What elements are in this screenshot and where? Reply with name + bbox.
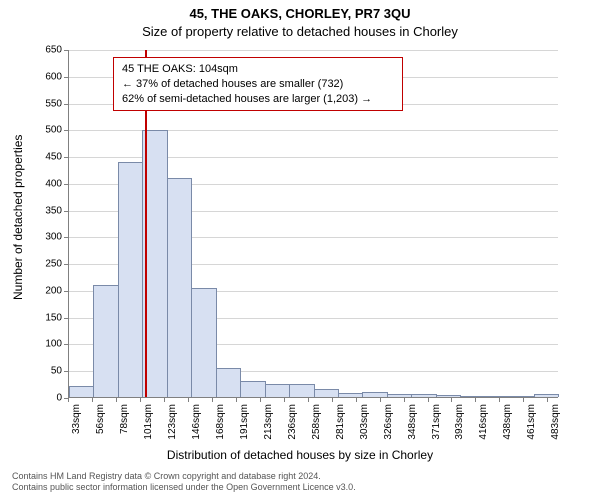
footer-line1: Contains HM Land Registry data © Crown c… [12,471,588,483]
histogram-bar [191,288,216,397]
y-tick: 600 [45,71,62,82]
x-tick: 213sqm [263,404,274,440]
histogram-bar [436,395,461,397]
y-tick: 200 [45,285,62,296]
y-tick: 450 [45,152,62,163]
annotation-line1: 45 THE OAKS: 104sqm [122,62,394,77]
x-tick: 236sqm [287,404,298,440]
x-tick: 281sqm [335,404,346,440]
histogram-bar [289,384,314,397]
x-tick: 168sqm [215,404,226,440]
x-tick: 78sqm [119,404,130,434]
y-tick: 50 [51,366,62,377]
histogram-bar [314,389,339,397]
histogram-bar [69,386,94,397]
x-tick: 326sqm [383,404,394,440]
y-axis-label: Number of detached properties [11,135,25,300]
y-tick: 0 [56,393,62,404]
y-axis-ticks: 050100150200250300350400450500550600650 [36,50,66,398]
annotation-line3: 62% of semi-detached houses are larger (… [122,92,394,107]
annotation-box: 45 THE OAKS: 104sqm ← 37% of detached ho… [113,57,403,112]
histogram-bar [240,381,265,397]
y-tick: 350 [45,205,62,216]
annotation-line2: ← 37% of detached houses are smaller (73… [122,77,394,92]
x-tick: 393sqm [454,404,465,440]
x-tick: 101sqm [143,404,154,440]
x-tick: 371sqm [431,404,442,440]
x-tick: 303sqm [359,404,370,440]
x-tick: 56sqm [95,404,106,434]
histogram-bar [118,162,143,397]
y-tick: 300 [45,232,62,243]
x-axis-label: Distribution of detached houses by size … [0,448,600,462]
footer-line2: Contains public sector information licen… [12,482,588,494]
y-tick: 100 [45,339,62,350]
x-tick: 483sqm [550,404,561,440]
chart-subtitle: Size of property relative to detached ho… [0,24,600,39]
x-tick: 191sqm [239,404,250,440]
histogram-bar [265,384,290,397]
y-tick: 550 [45,98,62,109]
histogram-bar [362,392,387,397]
chart-plot-area: 45 THE OAKS: 104sqm ← 37% of detached ho… [68,50,558,398]
histogram-bar [411,394,436,397]
x-tick: 33sqm [71,404,82,434]
x-tick: 416sqm [478,404,489,440]
y-tick: 400 [45,178,62,189]
histogram-bar [216,368,241,397]
y-tick: 250 [45,259,62,270]
histogram-bar [485,396,510,397]
x-tick: 258sqm [311,404,322,440]
x-tick: 123sqm [167,404,178,440]
histogram-bar [338,393,363,397]
histogram-bar [167,178,192,397]
x-tick: 348sqm [407,404,418,440]
y-tick: 650 [45,45,62,56]
x-tick: 146sqm [191,404,202,440]
histogram-bar [93,285,118,397]
footer-attributions: Contains HM Land Registry data © Crown c… [12,471,588,494]
histogram-bar [509,396,534,397]
histogram-bar [387,394,412,397]
x-tick: 461sqm [526,404,537,440]
x-tick: 438sqm [502,404,513,440]
histogram-bar [534,394,559,397]
chart-address-title: 45, THE OAKS, CHORLEY, PR7 3QU [0,6,600,21]
y-tick: 150 [45,312,62,323]
histogram-bar [460,396,485,397]
y-tick: 500 [45,125,62,136]
